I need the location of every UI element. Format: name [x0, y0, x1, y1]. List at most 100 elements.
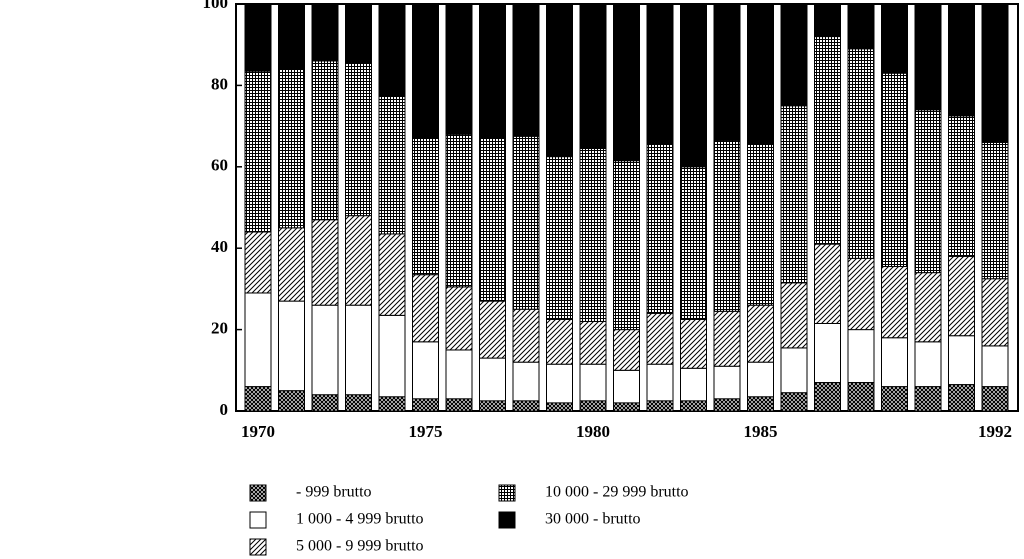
bar-segment — [579, 147, 607, 322]
x-tick-label: 1985 — [744, 422, 778, 441]
bar-segment — [814, 3, 841, 38]
bar-segment — [814, 36, 841, 245]
bar-segment — [680, 367, 707, 402]
bar-segment — [579, 400, 607, 412]
bar-segment — [244, 70, 272, 233]
bar-segment — [814, 382, 841, 412]
bar-segment — [278, 68, 305, 229]
bar-segment — [780, 3, 808, 107]
bar-segment — [479, 300, 506, 359]
legend-swatch — [249, 538, 267, 556]
bar-segment — [445, 349, 473, 400]
bar-segment — [479, 3, 506, 139]
bar-segment — [814, 322, 841, 384]
bar-segment — [613, 329, 640, 371]
bar-segment — [747, 396, 774, 412]
legend-label: - 999 brutto — [296, 484, 372, 501]
bar-segment — [512, 308, 540, 363]
bar-segment — [244, 292, 272, 388]
x-tick-label: 1975 — [409, 422, 443, 441]
bar-segment — [546, 318, 573, 365]
bar-segment — [646, 400, 674, 412]
bar-segment — [646, 143, 674, 314]
y-tick-label: 60 — [211, 156, 228, 175]
bar-segment — [378, 95, 406, 235]
bar-segment — [948, 3, 975, 117]
bar-segment — [278, 3, 305, 70]
x-tick-label: 1970 — [241, 422, 275, 441]
x-tick-label: 1980 — [576, 422, 610, 441]
bar-segment — [914, 3, 942, 111]
bar-segment — [747, 143, 774, 306]
bar-segment — [546, 363, 573, 404]
bar-segment — [646, 3, 674, 145]
bar-segment — [278, 227, 305, 302]
bar-segment — [412, 3, 439, 139]
bar-segment — [847, 3, 875, 50]
bar-segment — [311, 60, 339, 221]
bar-segment — [713, 398, 741, 412]
bar-segment — [579, 3, 607, 149]
bar-segment — [713, 310, 741, 367]
bar-segment — [713, 139, 741, 312]
bar-segment — [512, 135, 540, 310]
bar-segment — [345, 394, 372, 412]
bar-segment — [680, 166, 707, 320]
bar-segment — [512, 3, 540, 137]
bar-segment — [981, 141, 1009, 280]
bar-segment — [881, 3, 908, 74]
bar-segment — [311, 3, 339, 62]
bar-segment — [311, 304, 339, 396]
bar-segment — [814, 243, 841, 324]
bar-segment — [412, 341, 439, 400]
bar-segment — [747, 304, 774, 363]
bar-segment — [546, 156, 573, 320]
bar-segment — [613, 402, 640, 412]
bar-segment — [412, 137, 439, 276]
legend-swatch — [498, 484, 516, 502]
bar-segment — [345, 215, 372, 306]
legend-label: 30 000 - brutto — [545, 511, 641, 528]
bar-segment — [378, 233, 406, 316]
bar-segment — [981, 386, 1009, 412]
bar-segment — [512, 400, 540, 412]
bar-segment — [914, 109, 942, 274]
bar-segment — [948, 255, 975, 337]
bar-segment — [546, 3, 573, 158]
bar-segment — [445, 286, 473, 351]
y-tick-label: 80 — [211, 74, 228, 93]
bar-segment — [378, 3, 406, 97]
bar-segment — [512, 361, 540, 402]
bar-segment — [378, 314, 406, 398]
bar-segment — [847, 48, 875, 259]
bar-segment — [479, 400, 506, 412]
bar-segment — [412, 274, 439, 343]
bar-segment — [646, 312, 674, 365]
bar-segment — [981, 3, 1009, 143]
y-tick-label: 0 — [220, 400, 229, 419]
bar-segment — [780, 347, 808, 394]
bar-segment — [981, 278, 1009, 347]
legend-label: 10 000 - 29 999 brutto — [545, 484, 689, 501]
x-tick-label: 1992 — [978, 422, 1012, 441]
bar-segment — [747, 3, 774, 145]
bar-segment — [881, 386, 908, 412]
bar-segment — [881, 72, 908, 268]
bar-segment — [914, 341, 942, 388]
bar-segment — [981, 345, 1009, 388]
bar-segment — [546, 402, 573, 412]
y-tick-label: 40 — [211, 237, 228, 256]
legend-label: 5 000 - 9 999 brutto — [296, 538, 424, 555]
bar-segment — [445, 133, 473, 288]
bar-segment — [680, 400, 707, 412]
bar-segment — [646, 363, 674, 402]
bar-segment — [948, 384, 975, 412]
bar-segment — [311, 394, 339, 412]
legend-label: 1 000 - 4 999 brutto — [296, 511, 424, 528]
bar-segment — [311, 219, 339, 306]
bar-segment — [479, 137, 506, 302]
bar-segment — [948, 115, 975, 257]
bar-segment — [780, 105, 808, 284]
bar-segment — [412, 398, 439, 412]
